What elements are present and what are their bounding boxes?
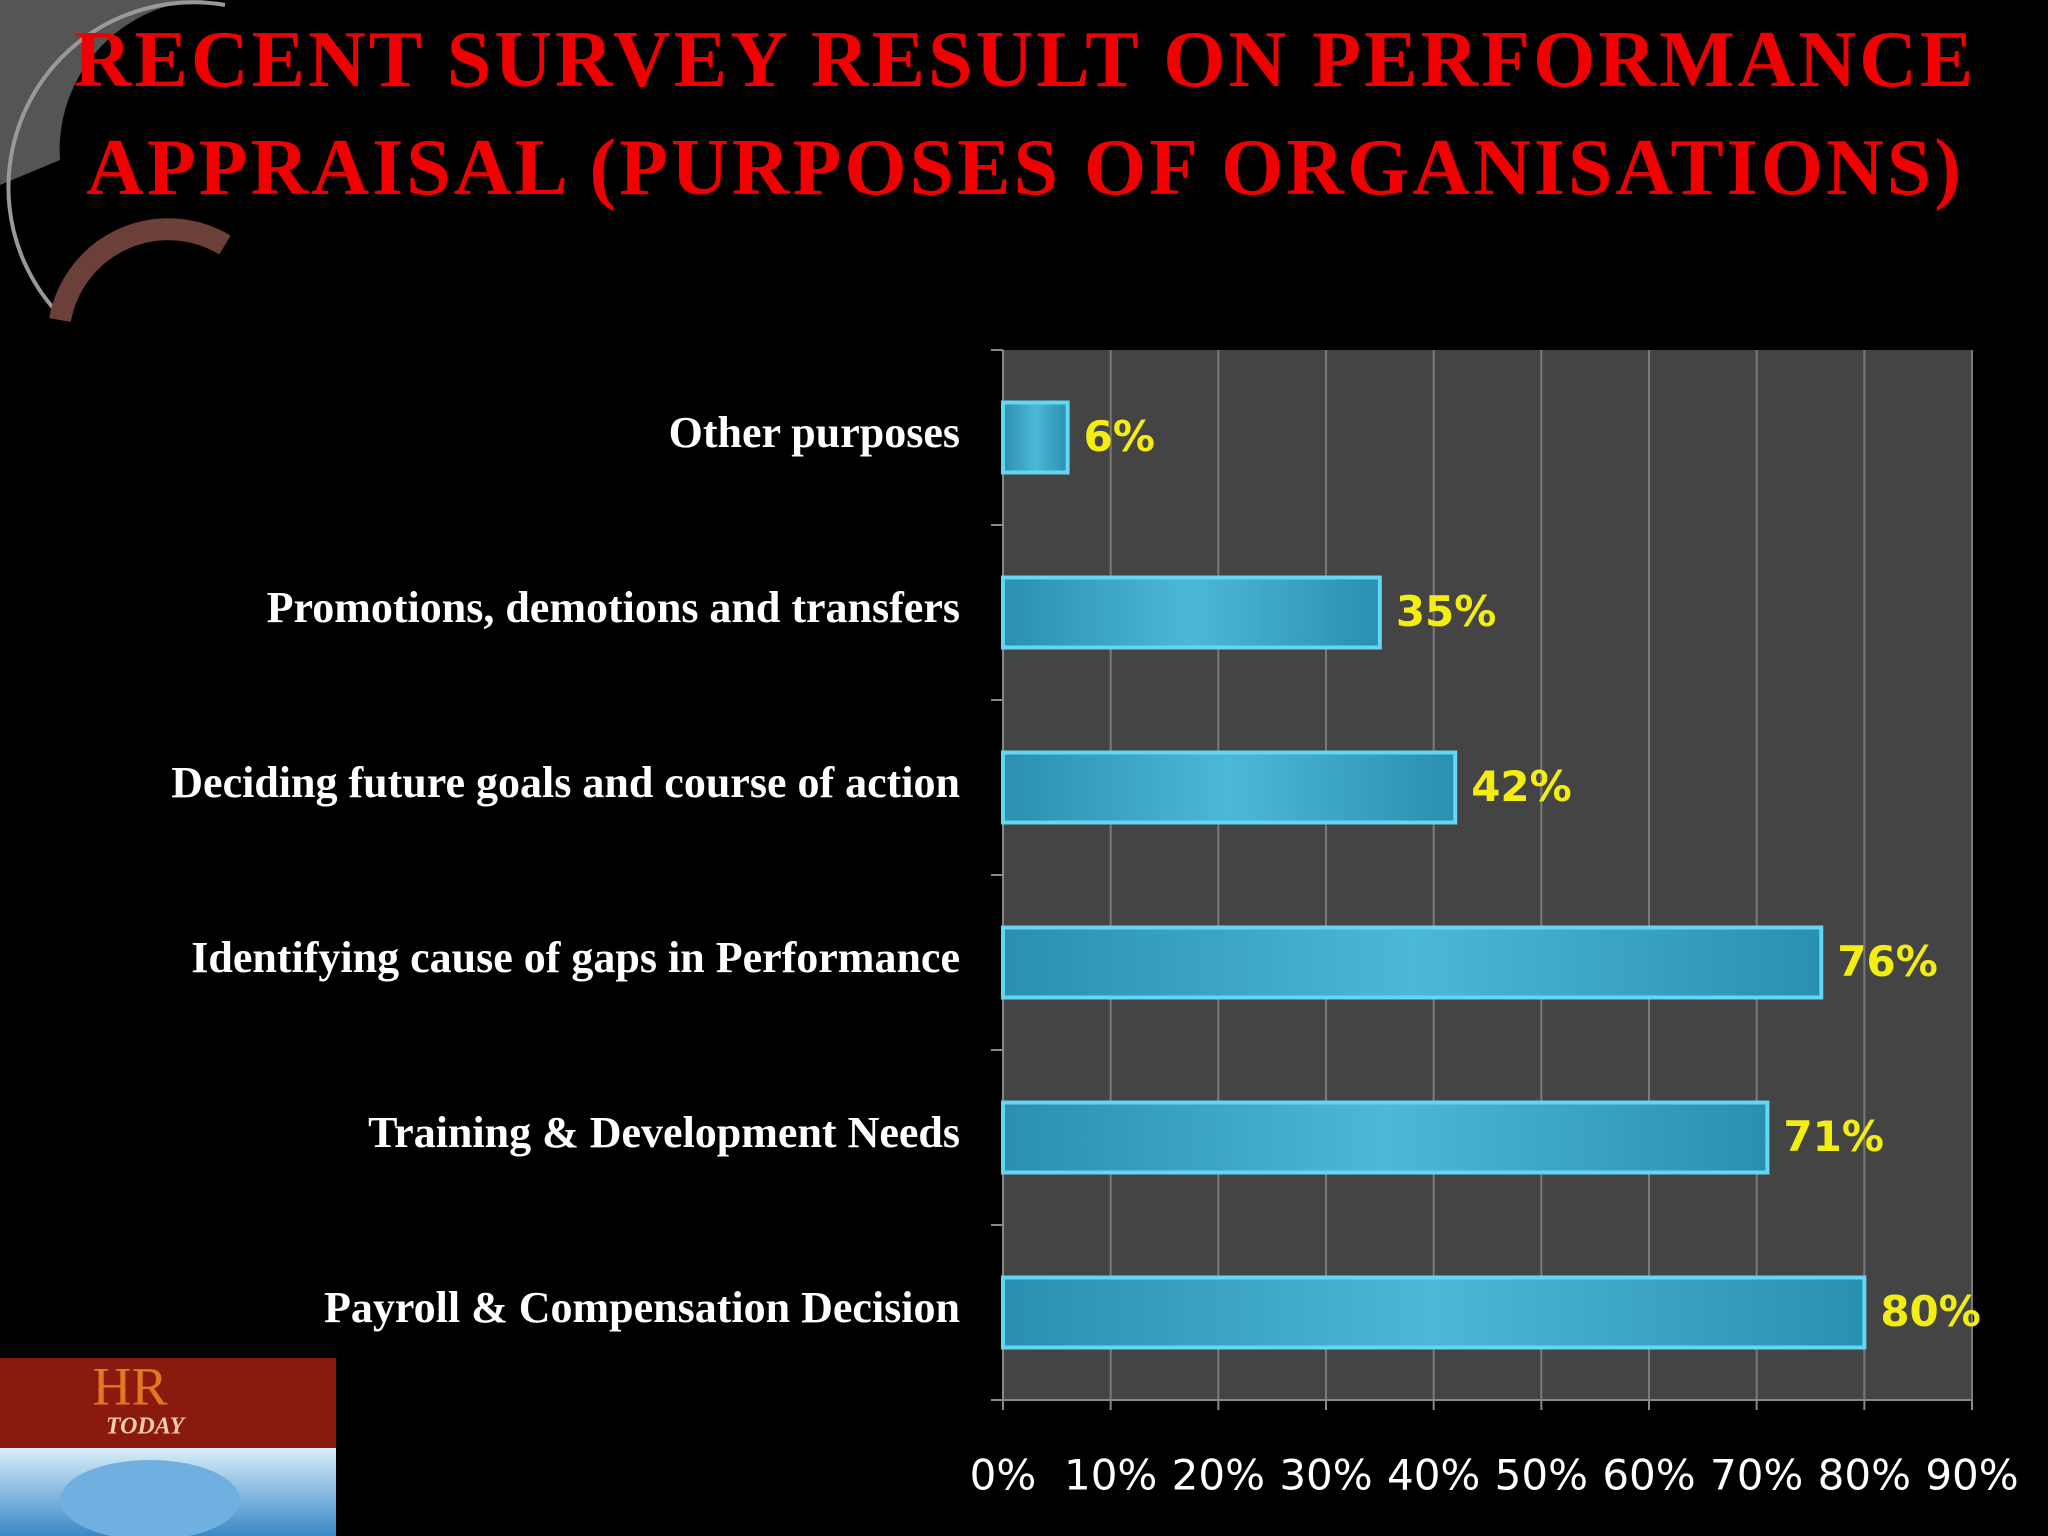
y-tick-label: Other purposes [668, 407, 960, 457]
bar [1001, 925, 1824, 1000]
bar [1001, 400, 1070, 475]
x-tick-label: 40% [1387, 1451, 1480, 1500]
x-tick-label: 70% [1710, 1451, 1803, 1500]
value-label: 80% [1880, 1287, 1981, 1336]
decor [0, 0, 210, 185]
x-tick-label: 10% [1064, 1451, 1157, 1500]
x-tick-label: 20% [1172, 1451, 1265, 1500]
bar [1001, 575, 1382, 650]
bar [1001, 1275, 1867, 1350]
category-label-box: Identifying cause of gaps in Performance [10, 883, 960, 1033]
logo-globe [60, 1460, 240, 1536]
value-label: 76% [1837, 937, 1938, 986]
x-tick-label: 0% [970, 1451, 1037, 1500]
category-label-box: Training & Development Needs [10, 1058, 960, 1208]
category-label-box: Payroll & Compensation Decision [10, 1233, 960, 1383]
plot-area [1003, 350, 1972, 1400]
chart-title: RECENT SURVEY RESULT ON PERFORMANCE APPR… [73, 16, 1977, 212]
x-tick-label: 30% [1279, 1451, 1372, 1500]
y-tick-label: Identifying cause of gaps in Performance [191, 932, 960, 982]
logo-box [0, 1358, 336, 1448]
logo-title: HR [92, 1356, 167, 1416]
bar [1001, 750, 1458, 825]
x-tick-label: 60% [1602, 1451, 1695, 1500]
decor [49, 218, 231, 323]
bar [1001, 1100, 1770, 1175]
value-label: 42% [1471, 762, 1572, 811]
category-label-box: Promotions, demotions and transfers [10, 533, 960, 683]
y-tick-label: Promotions, demotions and transfers [266, 582, 960, 632]
y-tick-label: Deciding future goals and course of acti… [171, 757, 960, 807]
y-tick-label: Training & Development Needs [368, 1107, 960, 1157]
category-label-box: Deciding future goals and course of acti… [10, 708, 960, 858]
x-tick-label: 50% [1495, 1451, 1588, 1500]
y-tick-label: Payroll & Compensation Decision [324, 1282, 960, 1332]
value-label: 6% [1084, 412, 1155, 461]
category-label-box: Other purposes [10, 358, 960, 508]
value-label: 71% [1783, 1112, 1884, 1161]
decor [6, 0, 226, 312]
logo-subtitle: TODAY [106, 1414, 187, 1440]
x-tick-label: 90% [1925, 1451, 2018, 1500]
value-label: 35% [1396, 587, 1497, 636]
x-tick-label: 80% [1818, 1451, 1911, 1500]
